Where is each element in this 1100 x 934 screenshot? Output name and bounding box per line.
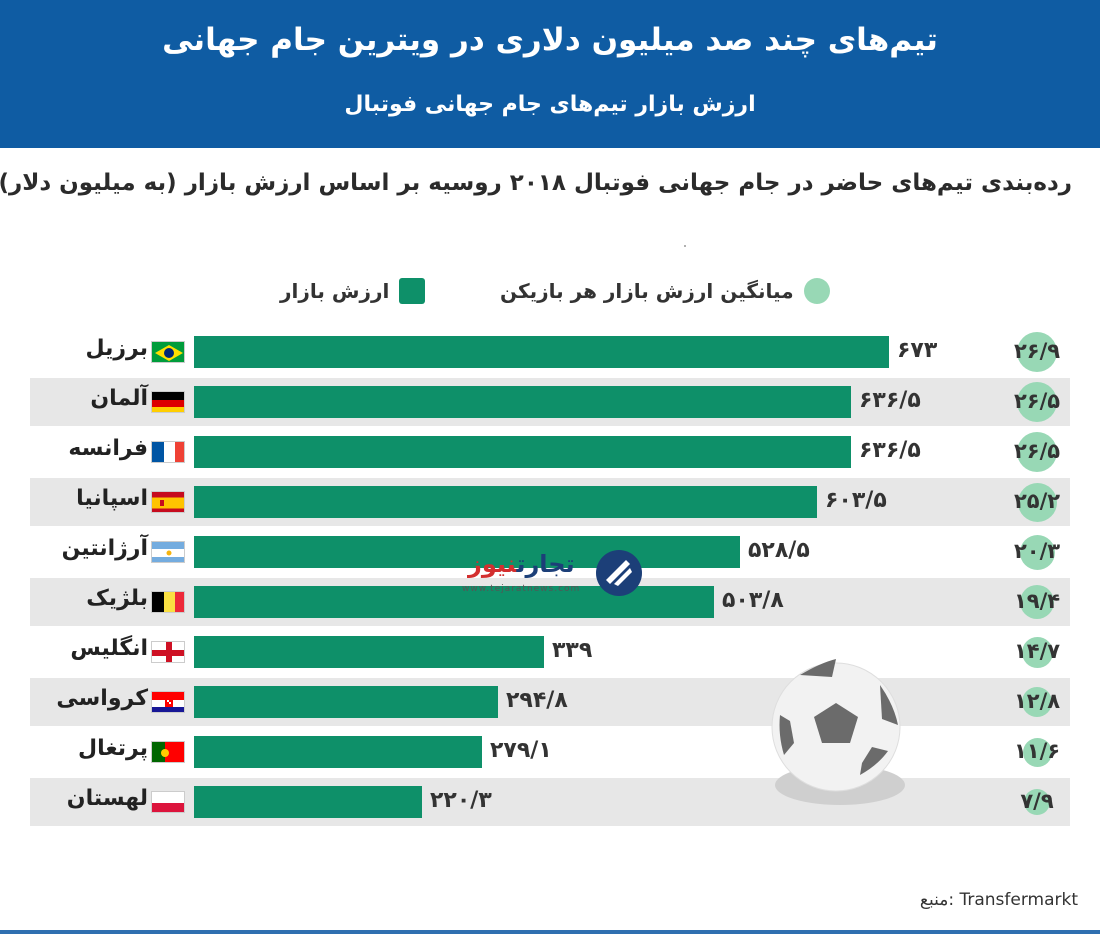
- country-label: بلژیک: [86, 586, 148, 611]
- avg-value-circle: [1021, 636, 1053, 668]
- avg-value-label: ۲۶/۹: [1013, 339, 1061, 363]
- avg-value-label: ۲۶/۵: [1013, 439, 1061, 463]
- market-value-bar: [194, 436, 851, 468]
- spain-flag-icon: [151, 491, 185, 513]
- legend-swatch-circle: [803, 278, 830, 304]
- country-label: لهستان: [66, 786, 148, 811]
- logo-name-part1: تجارت: [516, 550, 575, 578]
- avg-value-label: ۲۶/۵: [1013, 389, 1061, 413]
- bottom-border: [0, 930, 1100, 934]
- avg-value-circle: [1017, 432, 1057, 472]
- chart-row: آرژانتین ۵۲۸/۵ ۲۰/۳: [30, 528, 1070, 576]
- england-flag-icon: [151, 641, 185, 663]
- logo-badge-icon: [596, 550, 642, 596]
- logo-url: www.tejaratnews.com: [462, 584, 581, 594]
- market-value-bar: [194, 736, 482, 768]
- header: تیم‌های چند صد میلیون دلاری در ویترین جا…: [0, 0, 1100, 148]
- country-label: انگلیس: [70, 636, 148, 661]
- decorative-dot: [684, 245, 686, 247]
- market-value-bar: [194, 636, 544, 668]
- avg-value-circle: [1022, 737, 1052, 767]
- logo-text: تجارتنیوز: [468, 550, 575, 578]
- argentina-flag-icon: [151, 541, 185, 563]
- chart-row: آلمان ۶۳۶/۵ ۲۶/۵: [30, 378, 1070, 426]
- market-value-label: ۲۹۴/۸: [506, 688, 568, 713]
- chart-row: فرانسه ۶۳۶/۵ ۲۶/۵: [30, 428, 1070, 476]
- market-value-label: ۶۰۳/۵: [825, 488, 887, 513]
- market-value-bar: [194, 786, 422, 818]
- avg-value-circle: [1017, 332, 1057, 372]
- germany-flag-icon: [151, 391, 185, 413]
- avg-value-label: ۱۲/۸: [1013, 689, 1061, 713]
- country-label: کرواسی: [56, 686, 148, 711]
- chart-row: اسپانیا ۶۰۳/۵ ۲۵/۲: [30, 478, 1070, 526]
- avg-value-label: ۱۱/۶: [1013, 739, 1061, 763]
- source-note: منبع: Transfermarkt: [919, 890, 1078, 910]
- market-value-label: ۵۰۳/۸: [722, 588, 784, 613]
- legend-avg-label: میانگین ارزش بازار هر بازیکن: [500, 279, 794, 303]
- chart-row: انگلیس ۳۳۹ ۱۴/۷: [30, 628, 1070, 676]
- country-label: اسپانیا: [76, 486, 148, 511]
- market-value-label: ۶۷۳: [897, 338, 938, 363]
- chart-row: پرتغال ۲۷۹/۱ ۱۱/۶: [30, 728, 1070, 776]
- legend-avg-player-value: میانگین ارزش بازار هر بازیکن: [500, 276, 830, 306]
- legend-swatch-square: [399, 278, 426, 304]
- legend-market-value: ارزش بازار: [280, 276, 426, 306]
- country-label: پرتغال: [78, 736, 148, 761]
- avg-value-circle: [1017, 482, 1057, 522]
- soccer-ball-icon: [770, 655, 910, 810]
- country-label: برزیل: [85, 336, 148, 361]
- market-value-label: ۶۳۶/۵: [859, 438, 921, 463]
- avg-value-circle: [1017, 382, 1057, 422]
- avg-value-label: ۲۵/۲: [1013, 489, 1061, 513]
- legend-market-value-label: ارزش بازار: [280, 279, 390, 303]
- page-title: تیم‌های چند صد میلیون دلاری در ویترین جا…: [162, 22, 938, 58]
- country-label: آلمان: [90, 386, 148, 411]
- brazil-flag-icon: [151, 341, 185, 363]
- poland-flag-icon: [151, 791, 185, 813]
- avg-value-label: ۷/۹: [1020, 789, 1054, 813]
- croatia-flag-icon: [151, 691, 185, 713]
- brand-logo: تجارتنیوز www.tejaratnews.com: [458, 546, 642, 604]
- chart-row: کرواسی ۲۹۴/۸ ۱۲/۸: [30, 678, 1070, 726]
- market-value-bar: [194, 336, 889, 368]
- portugal-flag-icon: [151, 741, 185, 763]
- market-value-label: ۲۲۰/۳: [430, 788, 492, 813]
- avg-value-label: ۲۰/۳: [1013, 539, 1061, 563]
- avg-value-circle: [1019, 534, 1055, 570]
- market-value-bar: [194, 386, 851, 418]
- market-value-bar: [194, 536, 740, 568]
- chart-row: برزیل ۶۷۳ ۲۶/۹: [30, 328, 1070, 376]
- avg-value-circle: [1020, 585, 1054, 619]
- chart-caption: رده‌بندی تیم‌های حاضر در جام جهانی فوتبا…: [0, 170, 1072, 196]
- france-flag-icon: [151, 441, 185, 463]
- page-subtitle: ارزش بازار تیم‌های جام جهانی فوتبال: [344, 92, 756, 117]
- country-label: فرانسه: [68, 436, 148, 461]
- logo-name-part2: نیوز: [468, 550, 517, 578]
- market-value-label: ۵۲۸/۵: [748, 538, 810, 563]
- chart-row: لهستان ۲۲۰/۳ ۷/۹: [30, 778, 1070, 826]
- avg-value-circle: [1022, 687, 1052, 717]
- avg-value-label: ۱۴/۷: [1013, 639, 1061, 663]
- market-value-label: ۶۳۶/۵: [859, 388, 921, 413]
- avg-value-circle: [1024, 789, 1050, 815]
- market-value-label: ۳۳۹: [552, 638, 593, 663]
- market-value-label: ۲۷۹/۱: [490, 738, 552, 763]
- market-value-bar: [194, 486, 817, 518]
- belgium-flag-icon: [151, 591, 185, 613]
- avg-value-label: ۱۹/۴: [1013, 589, 1061, 613]
- country-label: آرژانتین: [61, 536, 148, 561]
- market-value-bar: [194, 686, 498, 718]
